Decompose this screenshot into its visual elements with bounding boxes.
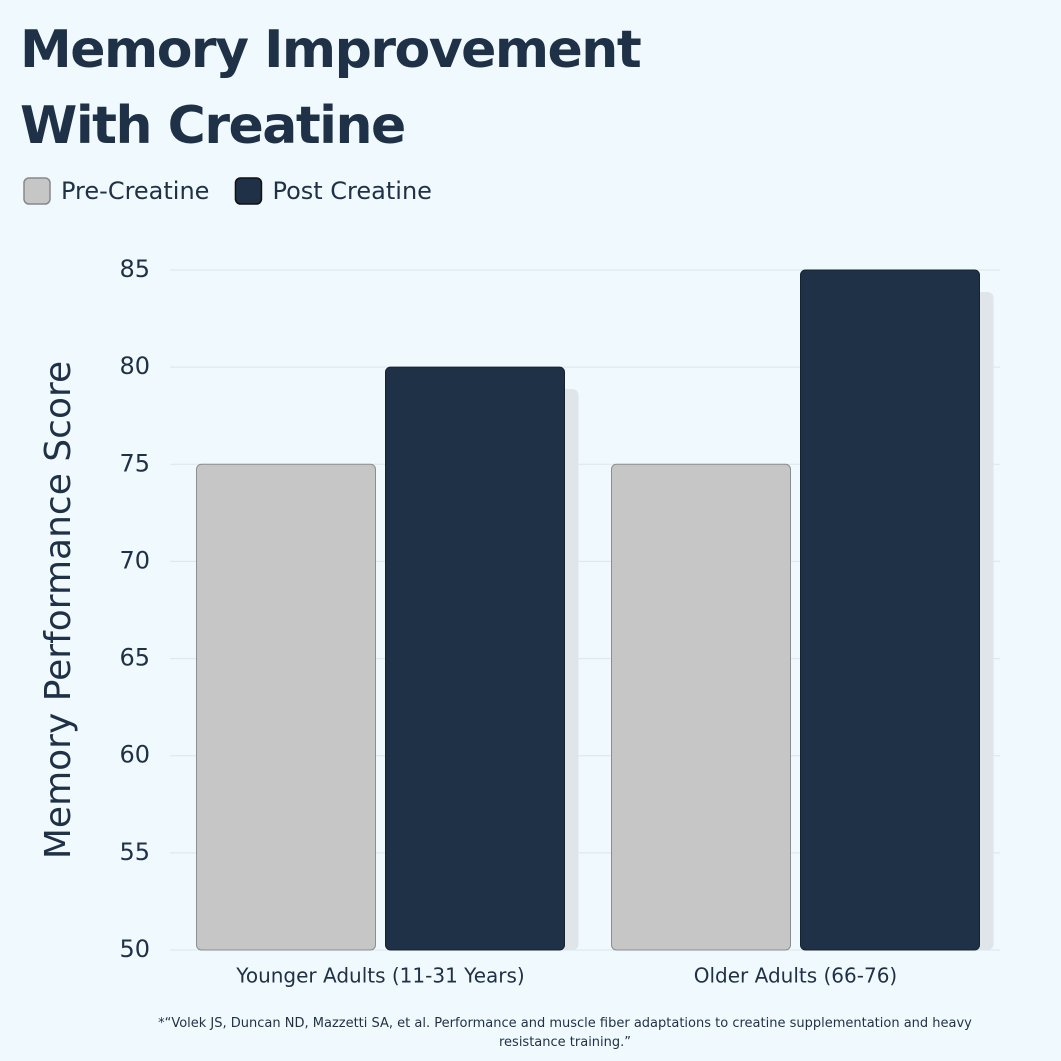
y-axis-label: Memory Performance Score	[38, 361, 79, 859]
bar	[611, 463, 791, 951]
legend-label: Post Creatine	[272, 177, 431, 205]
bar	[800, 269, 980, 951]
y-tick-label: 70	[119, 546, 150, 574]
y-tick-label: 55	[119, 838, 150, 866]
bar	[196, 463, 376, 951]
y-tick-label: 85	[119, 255, 150, 283]
y-tick-label: 50	[119, 935, 150, 963]
legend-label: Pre-Creatine	[61, 177, 209, 205]
x-tick-label: Older Adults (66-76)	[694, 964, 897, 988]
y-tick-label: 65	[119, 644, 150, 672]
legend-swatch	[234, 177, 263, 205]
y-tick-label: 75	[119, 449, 150, 477]
footnote: *“Volek JS, Duncan ND, Mazzetti SA, et a…	[158, 1016, 972, 1050]
bar	[385, 366, 565, 951]
x-tick-label: Younger Adults (11-31 Years)	[235, 964, 524, 988]
chart-title: Memory Improvement With Creatine	[20, 20, 642, 156]
y-tick-label: 80	[119, 352, 150, 380]
chart: Pre-Creatine Post Creatine Memory Performa…	[23, 177, 1000, 988]
legend-swatch	[23, 177, 51, 205]
y-tick-label: 60	[119, 741, 150, 769]
